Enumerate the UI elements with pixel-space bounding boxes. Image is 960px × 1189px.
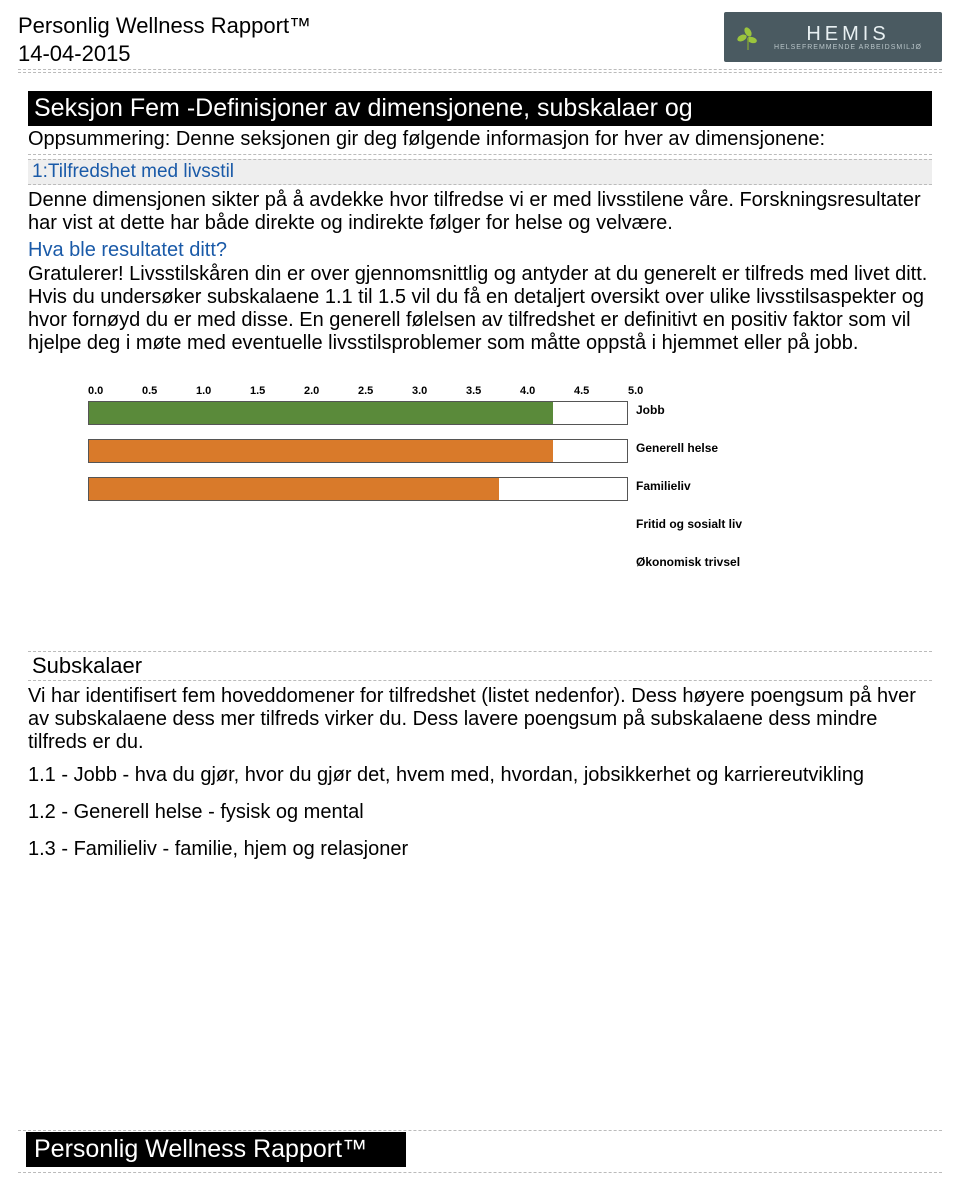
- chart-bar-row: Jobb: [88, 401, 828, 439]
- page-header: Personlig Wellness Rapport™ 14-04-2015 H…: [18, 12, 942, 70]
- chart-tick-label: 4.5: [574, 385, 628, 397]
- chart-bar-track: [88, 439, 628, 463]
- chart-tick-label: 1.0: [196, 385, 250, 397]
- chart-tick-label: 4.0: [520, 385, 574, 397]
- chart-tick-label: 2.0: [304, 385, 358, 397]
- result-text: Gratulerer! Livsstilskåren din er over g…: [28, 263, 932, 355]
- chart-bar-row: Generell helse: [88, 439, 828, 477]
- chart-bar-fill: [89, 440, 553, 462]
- logo-main-text: HEMIS: [806, 23, 889, 46]
- result-question: Hva ble resultatet ditt?: [28, 239, 932, 262]
- chart-bar-row: Økonomisk trivsel: [88, 553, 828, 591]
- chart-bar-fill: [89, 478, 499, 500]
- chart-tick-label: 2.5: [358, 385, 412, 397]
- section-summary: Oppsummering: Denne seksjonen gir deg fø…: [28, 128, 932, 155]
- subscale-chart: 0.00.51.01.52.02.53.03.54.04.55.0 Jobb Ge…: [88, 385, 828, 591]
- chart-bar-fill: [89, 402, 553, 424]
- subscale-item: 1.3 - Familieliv - familie, hjem og rela…: [28, 838, 932, 861]
- header-text-block: Personlig Wellness Rapport™ 14-04-2015: [18, 12, 311, 67]
- section-title-bar: Seksjon Fem -Definisjoner av dimensjonen…: [28, 91, 932, 126]
- chart-bar-track: [88, 401, 628, 425]
- subskalaer-heading: Subskalaer: [28, 651, 932, 681]
- chart-bar-label: Fritid og sosialt liv: [636, 515, 742, 531]
- hemis-logo: HEMIS HELSEFREMMENDE ARBEIDSMILJØ: [724, 12, 942, 62]
- chart-x-axis: 0.00.51.01.52.02.53.03.54.04.55.0: [88, 385, 828, 397]
- footer-divider: [18, 1172, 942, 1173]
- chart-bar-label: Jobb: [636, 401, 665, 417]
- footer-title-bar: Personlig Wellness Rapport™: [26, 1132, 406, 1167]
- chart-bar-row: Familieliv: [88, 477, 828, 515]
- logo-sub-text: HELSEFREMMENDE ARBEIDSMILJØ: [774, 44, 922, 51]
- footer-divider: [18, 1130, 942, 1131]
- report-date: 14-04-2015: [18, 40, 311, 68]
- dimension-label-row: 1:Tilfredshet med livsstil: [28, 159, 932, 185]
- chart-tick-label: 0.0: [88, 385, 142, 397]
- chart-bar-row: Fritid og sosialt liv: [88, 515, 828, 553]
- dimension-label: 1:Tilfredshet med livsstil: [32, 161, 234, 182]
- subskalaer-intro: Vi har identifisert fem hoveddomener for…: [28, 685, 932, 754]
- chart-tick-label: 5.0: [628, 385, 682, 397]
- subscale-item: 1.2 - Generell helse - fysisk og mental: [28, 801, 932, 824]
- chart-tick-label: 3.5: [466, 385, 520, 397]
- chart-bar-label: Generell helse: [636, 439, 718, 455]
- chart-tick-label: 1.5: [250, 385, 304, 397]
- chart-bar-track: [88, 477, 628, 501]
- chart-tick-label: 3.0: [412, 385, 466, 397]
- dimension-description: Denne dimensjonen sikter på å avdekke hv…: [28, 189, 932, 235]
- subscale-item: 1.1 - Jobb - hva du gjør, hvor du gjør d…: [28, 764, 932, 787]
- chart-bar-label: Økonomisk trivsel: [636, 553, 740, 569]
- leaf-icon: [734, 24, 762, 52]
- chart-tick-label: 0.5: [142, 385, 196, 397]
- report-title: Personlig Wellness Rapport™: [18, 12, 311, 40]
- chart-bars-area: Jobb Generell helse Familieliv Fritid og so…: [88, 401, 828, 591]
- chart-bar-label: Familieliv: [636, 477, 691, 493]
